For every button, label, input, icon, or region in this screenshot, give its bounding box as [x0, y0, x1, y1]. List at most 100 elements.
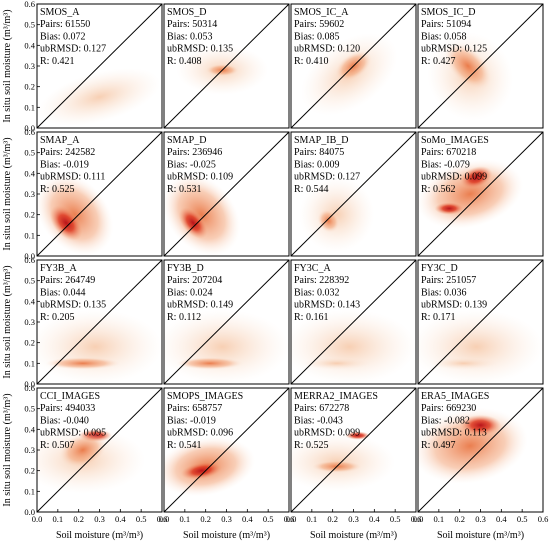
- one-to-one-line: [163, 131, 290, 257]
- x-tick-label: 0.6: [538, 514, 549, 524]
- density-blob: [444, 42, 492, 90]
- density-cloud: [37, 173, 114, 256]
- stat-bias: Bias: 0.053: [167, 31, 213, 42]
- panel-title: SoMo_IMAGES: [421, 135, 489, 146]
- x-tick-label: 0.5: [390, 514, 401, 524]
- stat-pairs: Pairs: 494033: [40, 403, 95, 414]
- y-tick-label: 0.6: [24, 255, 35, 265]
- density-cloud: [301, 33, 398, 116]
- y-tick-label: 0.2: [24, 210, 35, 220]
- one-to-one-line: [163, 387, 290, 513]
- x-tick-label: 0.6: [411, 514, 422, 524]
- density-blob: [178, 207, 208, 239]
- stat-bias: Bias: 0.085: [294, 31, 340, 42]
- stat-pairs: Pairs: 61550: [40, 19, 90, 30]
- y-tick-label: 0.0: [24, 123, 35, 133]
- density-blob: [317, 209, 340, 233]
- y-tick-label: 0.1: [24, 358, 35, 368]
- x-tick-label: 0.0: [32, 514, 43, 524]
- stat-r: R: 0.408: [167, 56, 201, 67]
- panel-title: SMOPS_IMAGES: [167, 391, 243, 402]
- stat-pairs: Pairs: 50314: [167, 19, 217, 30]
- one-to-one-line: [417, 3, 544, 129]
- density-cloud: [37, 427, 146, 494]
- panel-title: ERA5_IMAGES: [421, 391, 489, 402]
- density-cloud: [38, 68, 161, 126]
- density-blob: [430, 357, 498, 370]
- density-cloud: [164, 436, 256, 497]
- y-tick-label: 0.2: [24, 82, 35, 92]
- stat-bias: Bias: -0.019: [167, 415, 216, 426]
- density-cloud: [418, 159, 524, 229]
- one-to-one-line: [290, 131, 417, 257]
- density-cloud: [164, 173, 241, 256]
- y-tick-label: 0.6: [24, 0, 35, 9]
- x-tick-label: 0.4: [115, 514, 126, 524]
- panel-title: FY3B_A: [40, 263, 77, 274]
- density-blob: [434, 202, 464, 215]
- panel-title: SMAP_IB_D: [294, 135, 348, 146]
- density-blob: [176, 357, 244, 370]
- x-tick-label: 0.3: [348, 514, 359, 524]
- y-tick-label: 0.0: [24, 251, 35, 261]
- panel-title: SMOS_A: [40, 7, 80, 18]
- stat-r: R: 0.507: [40, 440, 74, 451]
- stat-ubrmsd: ubRMSD: 0.127: [294, 172, 360, 183]
- y-tick-label: 0.3: [24, 445, 35, 455]
- density-blob: [45, 357, 121, 370]
- density-blob: [180, 461, 223, 480]
- stat-ubrmsd: ubRMSD: 0.139: [421, 300, 487, 311]
- stat-pairs: Pairs: 51094: [421, 19, 471, 30]
- y-tick-label: 0.0: [24, 507, 35, 517]
- x-axis-label: Soil moisture (m³/m³): [183, 530, 270, 541]
- stat-r: R: 0.544: [294, 184, 328, 195]
- stat-r: R: 0.531: [167, 184, 201, 195]
- panel-title: FY3B_D: [167, 263, 204, 274]
- stat-pairs: Pairs: 84075: [294, 147, 344, 158]
- stat-pairs: Pairs: 242582: [40, 147, 95, 158]
- panel-title: SMAP_A: [40, 135, 80, 146]
- panel-frame: [290, 131, 417, 257]
- one-to-one-line: [163, 3, 290, 129]
- density-blob: [49, 205, 83, 241]
- x-tick-label: 0.4: [242, 514, 253, 524]
- panel-title: MERRA2_IMAGES: [294, 391, 378, 402]
- x-tick-label: 0.3: [475, 514, 486, 524]
- y-tick-label: 0.2: [24, 466, 35, 476]
- one-to-one-line: [417, 259, 544, 385]
- y-tick-label: 0.4: [24, 168, 35, 178]
- panel-frame: [163, 131, 290, 257]
- panel-frame: [290, 259, 417, 385]
- panel-title: CCI_IMAGES: [40, 391, 100, 402]
- stat-ubrmsd: ubRMSD: 0.127: [40, 44, 106, 55]
- x-tick-label: 0.4: [496, 514, 507, 524]
- stat-pairs: Pairs: 672278: [294, 403, 349, 414]
- stat-ubrmsd: ubRMSD: 0.149: [167, 300, 233, 311]
- one-to-one-line: [36, 131, 163, 257]
- y-tick-label: 0.1: [24, 486, 35, 496]
- density-cloud: [291, 309, 416, 384]
- stat-r: R: 0.562: [421, 184, 455, 195]
- panel-frame: [290, 3, 417, 129]
- y-tick-label: 0.3: [24, 189, 35, 199]
- stat-bias: Bias: 0.032: [294, 287, 340, 298]
- y-tick-label: 0.3: [24, 61, 35, 71]
- stat-bias: Bias: 0.024: [167, 287, 213, 298]
- stat-r: R: 0.112: [167, 312, 201, 323]
- stat-bias: Bias: 0.036: [421, 287, 467, 298]
- one-to-one-line: [36, 259, 163, 385]
- one-to-one-line: [290, 387, 417, 513]
- density-blob: [459, 414, 502, 436]
- panel-frame: [417, 3, 544, 129]
- panel-title: SMAP_D: [167, 135, 206, 146]
- stat-r: R: 0.205: [40, 312, 74, 323]
- stat-r: R: 0.541: [167, 440, 201, 451]
- y-tick-label: 0.4: [24, 424, 35, 434]
- stat-pairs: Pairs: 207204: [167, 275, 222, 286]
